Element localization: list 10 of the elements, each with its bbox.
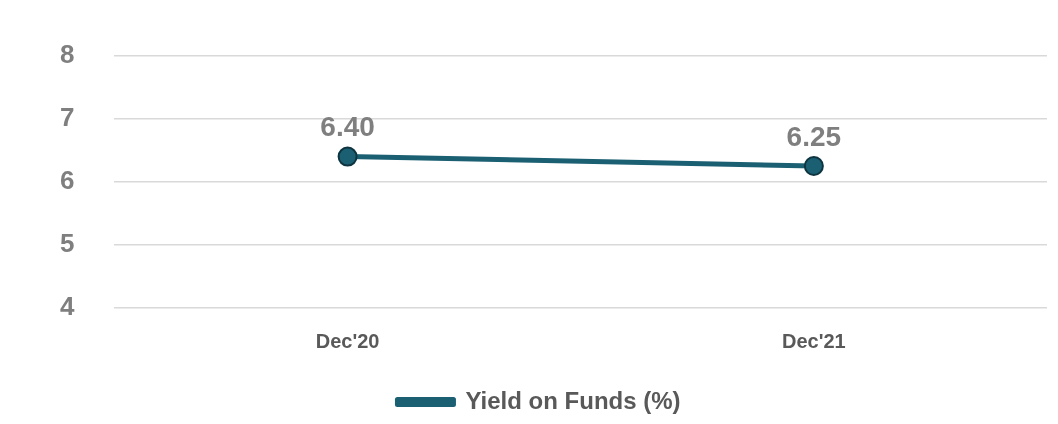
x-tick-label: Dec'21 [782,329,846,352]
data-label: 6.40 [320,111,375,143]
y-tick-label: 7 [59,101,75,132]
y-tick-label: 8 [59,38,75,69]
legend-label: Yield on Funds (%) [465,386,681,414]
y-tick-label: 5 [59,228,75,259]
x-tick-label: Dec'20 [315,329,380,352]
y-tick-label: 6 [59,164,75,195]
y-tick-label: 4 [59,291,75,322]
data-label: 6.25 [786,120,842,152]
